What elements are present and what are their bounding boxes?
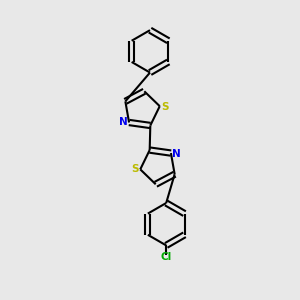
Text: S: S: [131, 164, 139, 174]
Text: Cl: Cl: [160, 252, 172, 262]
Text: S: S: [161, 102, 169, 112]
Text: N: N: [119, 117, 128, 127]
Text: N: N: [172, 149, 181, 159]
